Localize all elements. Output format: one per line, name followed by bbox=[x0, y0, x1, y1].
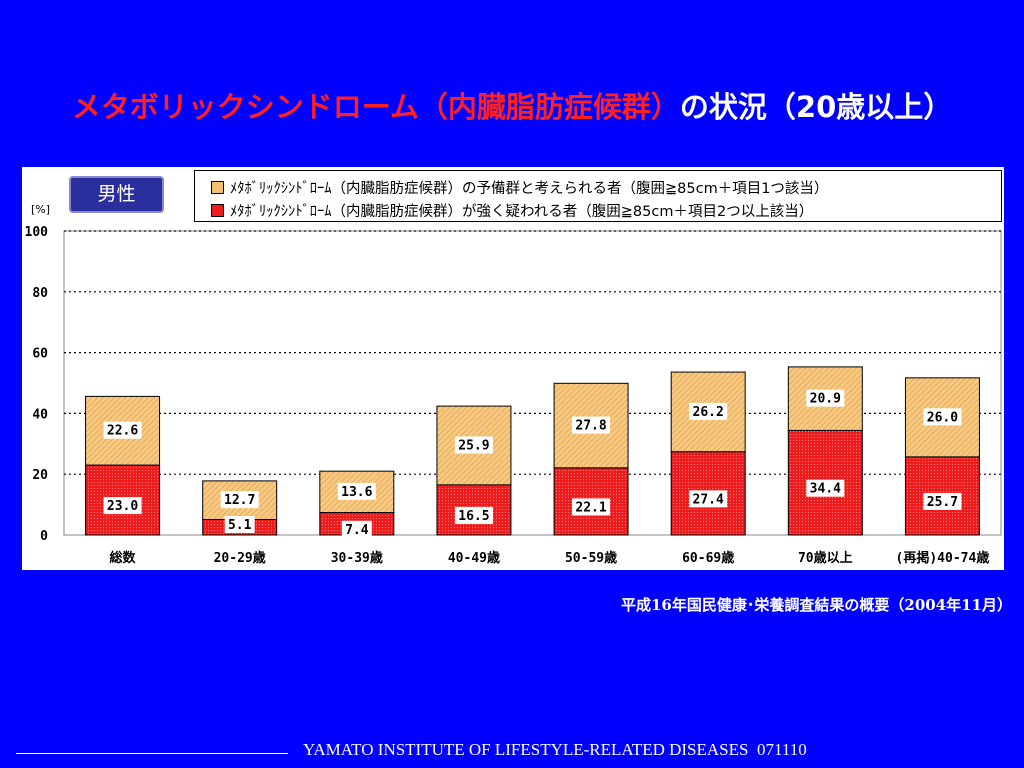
data-label-prereserve: 26.0 bbox=[927, 410, 958, 425]
data-label-box bbox=[341, 520, 372, 538]
data-label-prereserve: 12.7 bbox=[224, 493, 255, 508]
data-label-prereserve: 13.6 bbox=[341, 485, 372, 500]
chart-legend: ﾒﾀﾎﾞﾘｯｸｼﾝﾄﾞﾛｰﾑ（内臓脂肪症候群）の予備群と考えられる者（腹囲≧85… bbox=[194, 170, 1002, 222]
legend-item-prereserve: ﾒﾀﾎﾞﾘｯｸｼﾝﾄﾞﾛｰﾑ（内臓脂肪症候群）の予備群と考えられる者（腹囲≧85… bbox=[211, 177, 828, 198]
data-label-box bbox=[572, 498, 611, 516]
data-label-suspected: 34.4 bbox=[810, 482, 841, 497]
x-tick-label: 40-49歳 bbox=[448, 550, 500, 566]
y-unit-label: [%] bbox=[31, 203, 51, 216]
legend-swatch-red bbox=[211, 204, 224, 217]
x-tick-label: 50-59歳 bbox=[565, 550, 617, 566]
data-label-prereserve: 25.9 bbox=[458, 438, 489, 453]
data-label-suspected: 22.1 bbox=[575, 500, 606, 515]
data-label-box bbox=[337, 482, 376, 500]
data-label-box bbox=[923, 492, 962, 510]
data-label-prereserve: 20.9 bbox=[810, 392, 841, 407]
legend-label-red: ﾒﾀﾎﾞﾘｯｸｼﾝﾄﾞﾛｰﾑ（内臓脂肪症候群）が強く疑われる者（腹囲≧85cm＋… bbox=[230, 204, 814, 220]
data-label-suspected: 7.4 bbox=[345, 523, 369, 538]
data-label-suspected: 25.7 bbox=[927, 495, 958, 510]
title-white-part: の状況（20歳以上） bbox=[679, 90, 953, 124]
chart-panel: 男性 ﾒﾀﾎﾞﾘｯｸｼﾝﾄﾞﾛｰﾑ（内臓脂肪症候群）の予備群と考えられる者（腹囲… bbox=[22, 167, 1004, 570]
data-label-prereserve: 22.6 bbox=[107, 424, 138, 439]
y-tick-label: 60 bbox=[32, 347, 48, 362]
data-label-box bbox=[689, 490, 728, 508]
y-tick-label: 20 bbox=[32, 468, 48, 483]
y-tick-label: 100 bbox=[25, 225, 49, 240]
footer-text: YAMATO INSTITUTE OF LIFESTYLE-RELATED DI… bbox=[303, 740, 807, 759]
legend-item-suspected: ﾒﾀﾎﾞﾘｯｸｼﾝﾄﾞﾛｰﾑ（内臓脂肪症候群）が強く疑われる者（腹囲≧85cm＋… bbox=[211, 200, 813, 221]
data-label-box bbox=[806, 389, 845, 407]
bar-chart: 0 20 40 60 80 100 23.0 22.6 総数 5.1 12.7 20-29歳 7.4 13… bbox=[25, 225, 1002, 566]
data-label-box bbox=[220, 491, 259, 509]
data-label-box bbox=[103, 497, 142, 515]
y-tick-label: 80 bbox=[32, 286, 48, 301]
data-label-box bbox=[572, 416, 611, 434]
x-tick-label: 総数 bbox=[110, 550, 137, 566]
data-label-suspected: 5.1 bbox=[228, 518, 252, 533]
data-label-box bbox=[923, 408, 962, 426]
legend-label-orange: ﾒﾀﾎﾞﾘｯｸｼﾝﾄﾞﾛｰﾑ（内臓脂肪症候群）の予備群と考えられる者（腹囲≧85… bbox=[230, 181, 829, 197]
data-label-prereserve: 27.8 bbox=[575, 419, 606, 434]
title-red-part: メタボリックシンドローム（内臓脂肪症候群） bbox=[71, 90, 680, 124]
slide-title: メタボリックシンドローム（内臓脂肪症候群）の状況（20歳以上） bbox=[0, 84, 1024, 126]
data-label-box bbox=[454, 436, 493, 454]
x-tick-label: 20-29歳 bbox=[214, 550, 266, 566]
data-label-suspected: 16.5 bbox=[458, 509, 489, 524]
data-label-suspected: 23.0 bbox=[107, 499, 138, 514]
x-tick-label: 30-39歳 bbox=[331, 550, 383, 566]
source-note: 平成16年国民健康･栄養調査結果の概要（2004年11月） bbox=[621, 596, 1012, 614]
footer-divider bbox=[16, 753, 288, 754]
x-tick-label: 70歳以上 bbox=[798, 550, 853, 566]
x-tick-label: (再掲)40-74歳 bbox=[896, 550, 990, 566]
data-label-suspected: 27.4 bbox=[693, 492, 724, 507]
data-label-box bbox=[689, 402, 728, 420]
y-tick-label: 40 bbox=[32, 407, 48, 422]
gender-label: 男性 bbox=[69, 176, 164, 213]
data-label-box bbox=[103, 421, 142, 439]
data-label-box bbox=[224, 516, 255, 533]
data-label-box bbox=[454, 506, 493, 524]
data-label-prereserve: 26.2 bbox=[693, 405, 724, 420]
legend-swatch-orange bbox=[211, 181, 224, 194]
data-label-box bbox=[806, 479, 845, 497]
y-tick-label: 0 bbox=[40, 529, 48, 544]
x-tick-label: 60-69歳 bbox=[682, 550, 734, 566]
